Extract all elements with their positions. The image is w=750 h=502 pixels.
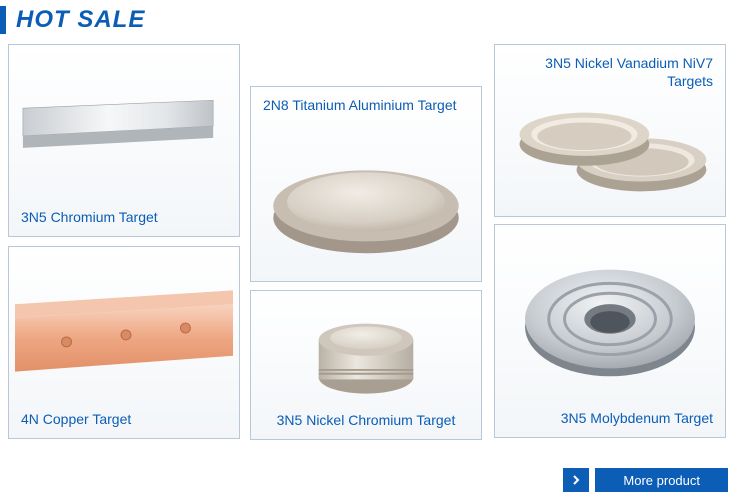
product-card-nickel-vanadium[interactable]: 3N5 Nickel Vanadium NiV7 Targets [494, 44, 726, 217]
product-card-chromium[interactable]: 3N5 Chromium Target [8, 44, 240, 237]
more-product-nav: More product [563, 468, 728, 492]
more-product-label: More product [623, 473, 700, 488]
product-card-titanium-aluminium[interactable]: 2N8 Titanium Aluminium Target [250, 86, 482, 282]
product-label: 3N5 Nickel Vanadium NiV7 Targets [501, 51, 719, 94]
product-label: 3N5 Chromium Target [15, 205, 164, 231]
product-image [15, 253, 233, 407]
product-card-molybdenum[interactable]: 3N5 Molybdenum Target [494, 224, 726, 438]
header-accent-bar [0, 6, 6, 34]
product-label: 4N Copper Target [15, 407, 137, 433]
product-image [501, 231, 719, 406]
chevron-right-icon [571, 475, 581, 485]
product-card-copper[interactable]: 4N Copper Target [8, 246, 240, 439]
product-image [501, 94, 719, 210]
section-header: HOT SALE [0, 0, 750, 40]
product-label: 3N5 Molybdenum Target [555, 406, 719, 432]
product-label: 2N8 Titanium Aluminium Target [257, 93, 463, 119]
section-title: HOT SALE [16, 6, 145, 34]
product-grid: 3N5 Chromium Target 4N Copper Target [0, 40, 750, 460]
product-card-nickel-chromium[interactable]: 3N5 Nickel Chromium Target [250, 290, 482, 440]
more-arrow-button[interactable] [563, 468, 589, 492]
more-product-button[interactable]: More product [595, 468, 728, 492]
product-image [257, 297, 475, 408]
product-image [257, 119, 475, 276]
product-image [15, 51, 233, 205]
product-label: 3N5 Nickel Chromium Target [271, 408, 462, 434]
